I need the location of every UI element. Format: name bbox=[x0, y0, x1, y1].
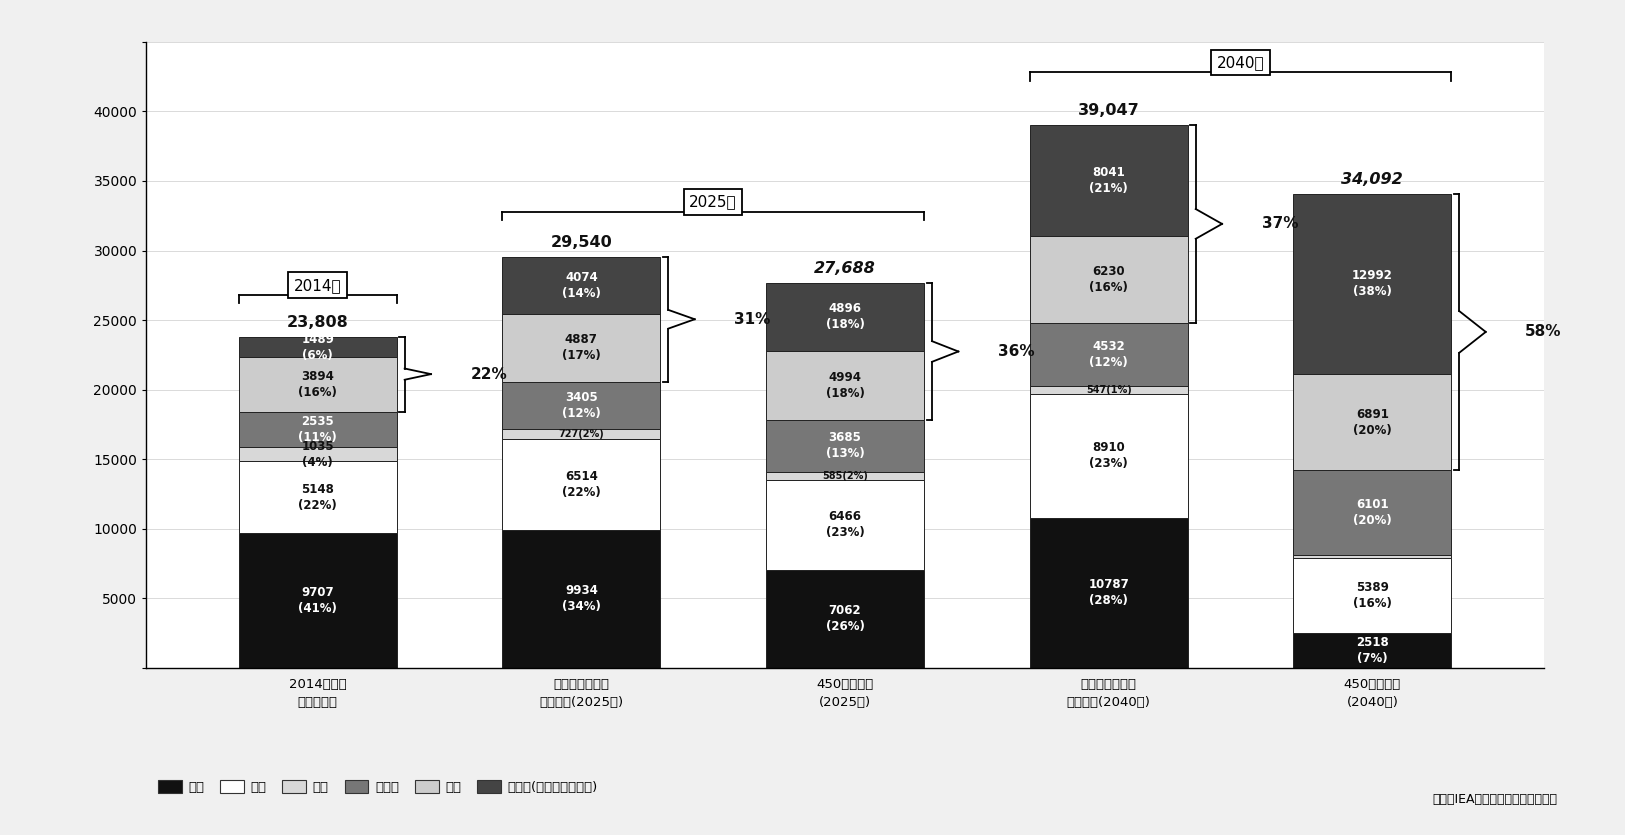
Text: 31%: 31% bbox=[734, 311, 770, 326]
Bar bbox=[502, 314, 660, 382]
Text: 27,688: 27,688 bbox=[814, 261, 876, 276]
Text: 6101
(20%): 6101 (20%) bbox=[1354, 498, 1391, 527]
Text: 2518
(7%): 2518 (7%) bbox=[1355, 636, 1389, 665]
Text: 39,047: 39,047 bbox=[1077, 103, 1139, 118]
Text: 3405
(12%): 3405 (12%) bbox=[562, 391, 601, 420]
Bar bbox=[502, 429, 660, 439]
Bar bbox=[1294, 194, 1451, 374]
Text: 29,540: 29,540 bbox=[551, 235, 613, 250]
Bar bbox=[502, 382, 660, 429]
Bar bbox=[502, 257, 660, 314]
Text: 8910
(23%): 8910 (23%) bbox=[1089, 442, 1128, 470]
Bar bbox=[1294, 374, 1451, 470]
Text: 547(1%): 547(1%) bbox=[1086, 385, 1131, 395]
Text: 37%: 37% bbox=[1261, 216, 1298, 231]
Text: 4074
(14%): 4074 (14%) bbox=[562, 271, 601, 300]
Text: 4532
(12%): 4532 (12%) bbox=[1089, 340, 1128, 369]
Text: 585(2%): 585(2%) bbox=[822, 471, 868, 481]
Bar bbox=[1030, 394, 1188, 518]
Bar bbox=[1294, 633, 1451, 668]
Text: 2014年: 2014年 bbox=[294, 278, 341, 293]
Text: 1489
(6%): 1489 (6%) bbox=[301, 332, 335, 362]
Bar bbox=[765, 283, 925, 351]
Bar bbox=[502, 439, 660, 529]
Text: 5148
(22%): 5148 (22%) bbox=[299, 483, 336, 512]
Text: 2025年: 2025年 bbox=[689, 195, 738, 210]
Text: 9934
(34%): 9934 (34%) bbox=[562, 584, 601, 614]
Text: 6514
(22%): 6514 (22%) bbox=[562, 470, 601, 499]
Bar bbox=[765, 569, 925, 668]
Bar bbox=[1294, 555, 1451, 558]
Text: 12992
(38%): 12992 (38%) bbox=[1352, 270, 1393, 298]
Bar bbox=[239, 533, 396, 668]
Text: 8041
(21%): 8041 (21%) bbox=[1089, 166, 1128, 195]
Text: 58%: 58% bbox=[1526, 325, 1562, 339]
Text: 出典：IEAデータをもとに筆者作成: 出典：IEAデータをもとに筆者作成 bbox=[1433, 792, 1558, 806]
Bar bbox=[1030, 323, 1188, 387]
Bar bbox=[1030, 124, 1188, 236]
Bar bbox=[765, 420, 925, 472]
Bar bbox=[1030, 518, 1188, 668]
Text: 3685
(13%): 3685 (13%) bbox=[826, 432, 864, 460]
Bar bbox=[1030, 236, 1188, 323]
Text: 5389
(16%): 5389 (16%) bbox=[1354, 581, 1391, 610]
Bar bbox=[1294, 558, 1451, 633]
Text: 6230
(16%): 6230 (16%) bbox=[1089, 266, 1128, 295]
Text: 4994
(18%): 4994 (18%) bbox=[826, 371, 864, 400]
Bar bbox=[239, 461, 396, 533]
Bar bbox=[239, 337, 396, 357]
Text: 10787
(28%): 10787 (28%) bbox=[1089, 579, 1129, 607]
Bar bbox=[765, 351, 925, 420]
Text: 34,092: 34,092 bbox=[1342, 172, 1404, 186]
Text: 9707
(41%): 9707 (41%) bbox=[299, 586, 336, 615]
Bar bbox=[239, 447, 396, 461]
Text: 36%: 36% bbox=[998, 344, 1035, 359]
Text: 3894
(16%): 3894 (16%) bbox=[299, 370, 336, 399]
Bar bbox=[765, 480, 925, 569]
Text: 23,808: 23,808 bbox=[286, 315, 348, 330]
Legend: 石炭, ガス, 石油, 原子力, 水力, 再エネ(太陽光、風力他): 石炭, ガス, 石油, 原子力, 水力, 再エネ(太陽光、風力他) bbox=[153, 775, 603, 799]
Bar bbox=[239, 357, 396, 412]
Text: 727(2%): 727(2%) bbox=[559, 429, 604, 439]
Text: 4887
(17%): 4887 (17%) bbox=[562, 333, 601, 362]
Text: 2535
(11%): 2535 (11%) bbox=[299, 415, 336, 443]
Text: 1035
(4%): 1035 (4%) bbox=[301, 439, 335, 468]
Bar bbox=[502, 529, 660, 668]
Bar bbox=[1294, 470, 1451, 555]
Bar bbox=[1030, 387, 1188, 394]
Bar bbox=[765, 472, 925, 480]
Text: 6466
(23%): 6466 (23%) bbox=[826, 510, 864, 539]
Text: 22%: 22% bbox=[471, 367, 507, 382]
Text: 4896
(18%): 4896 (18%) bbox=[826, 302, 864, 331]
Text: 2040年: 2040年 bbox=[1217, 55, 1264, 70]
Text: 7062
(26%): 7062 (26%) bbox=[826, 605, 864, 634]
Text: 6891
(20%): 6891 (20%) bbox=[1354, 407, 1391, 437]
Bar bbox=[239, 412, 396, 447]
